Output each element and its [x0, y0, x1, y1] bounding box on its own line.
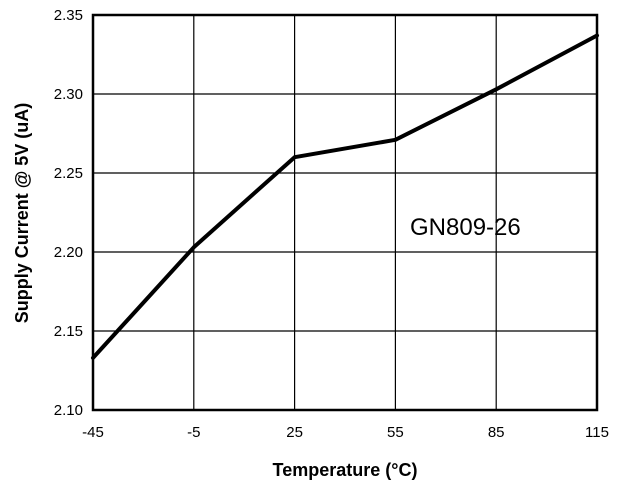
x-tick-label: -45	[82, 424, 104, 441]
y-tick-label: 2.15	[54, 323, 83, 340]
plot-frame	[91, 13, 599, 412]
series-annotation: GN809-26	[410, 214, 521, 241]
y-tick-label: 2.35	[54, 7, 83, 24]
x-axis-title: Temperature (°C)	[273, 460, 418, 480]
y-tick-label: 2.10	[54, 402, 83, 419]
series-line	[91, 33, 599, 360]
x-tick-label: 115	[585, 424, 609, 441]
y-axis-title: Supply Current @ 5V (uA)	[12, 103, 32, 324]
x-tick-labels: -45 -5 25 55 85 115	[82, 424, 609, 441]
y-tick-label: 2.30	[54, 86, 83, 103]
grid	[93, 15, 597, 410]
y-tick-label: 2.25	[54, 165, 83, 182]
x-tick-label: 25	[286, 424, 303, 441]
x-tick-label: 85	[488, 424, 505, 441]
y-tick-label: 2.20	[54, 244, 83, 261]
x-tick-label: -5	[187, 424, 200, 441]
x-tick-label: 55	[387, 424, 404, 441]
y-tick-labels: 2.10 2.15 2.20 2.25 2.30 2.35	[54, 7, 83, 419]
